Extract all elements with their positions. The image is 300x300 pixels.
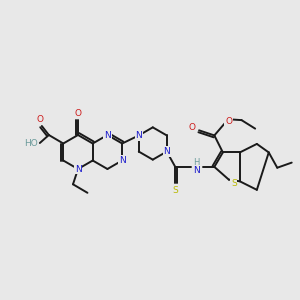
Text: N: N xyxy=(164,147,170,156)
Text: O: O xyxy=(189,123,196,132)
Text: N: N xyxy=(104,130,111,140)
Text: O: O xyxy=(74,109,82,118)
Text: N: N xyxy=(119,156,125,165)
Text: S: S xyxy=(172,185,178,194)
Text: N: N xyxy=(193,167,200,176)
Text: O: O xyxy=(225,117,232,126)
Text: O: O xyxy=(36,116,43,124)
Text: N: N xyxy=(75,164,81,173)
Text: N: N xyxy=(135,131,142,140)
Text: HO: HO xyxy=(24,139,38,148)
Text: H: H xyxy=(194,158,200,167)
Text: S: S xyxy=(231,179,237,188)
